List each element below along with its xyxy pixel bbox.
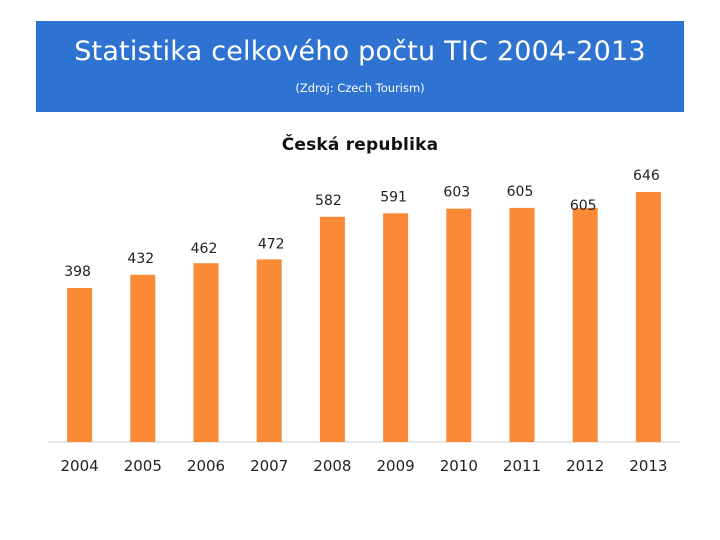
bar-2007: [256, 259, 282, 442]
data-label-2007: 472: [258, 236, 285, 252]
x-tick-2011: 2011: [503, 457, 541, 475]
bar-2012: [572, 207, 598, 442]
bar-2010: [446, 208, 472, 442]
bar-2005: [130, 274, 156, 442]
data-label-2006: 462: [191, 241, 218, 257]
data-label-2004: 398: [64, 264, 91, 280]
data-label-2005: 432: [127, 251, 154, 267]
data-label-2009: 591: [380, 189, 407, 205]
bar-2006: [193, 263, 219, 442]
bar-2013: [635, 192, 661, 442]
x-tick-2012: 2012: [566, 457, 604, 475]
source-note: (Zdroj: Czech Tourism): [295, 81, 425, 95]
title-banner: Statistika celkového počtu TIC 2004-2013…: [36, 21, 684, 112]
data-label-2013: 646: [633, 168, 660, 184]
x-tick-2005: 2005: [124, 457, 162, 475]
x-tick-2004: 2004: [61, 457, 99, 475]
data-label-2012: 605: [570, 198, 597, 214]
x-tick-2007: 2007: [250, 457, 288, 475]
x-tick-2010: 2010: [440, 457, 478, 475]
x-tick-2008: 2008: [313, 457, 351, 475]
bar-2008: [319, 216, 345, 442]
bar-2011: [509, 207, 535, 442]
chart-title: Česká republika: [281, 135, 439, 155]
data-label-2011: 605: [507, 184, 534, 200]
x-tick-2009: 2009: [377, 457, 415, 475]
bar-2004: [67, 288, 93, 442]
page-title: Statistika celkového počtu TIC 2004-2013: [74, 36, 646, 67]
data-label-2008: 582: [315, 193, 342, 209]
x-tick-2013: 2013: [629, 457, 667, 475]
x-tick-2006: 2006: [187, 457, 225, 475]
data-label-2010: 603: [443, 185, 470, 201]
bar-2009: [383, 213, 409, 442]
